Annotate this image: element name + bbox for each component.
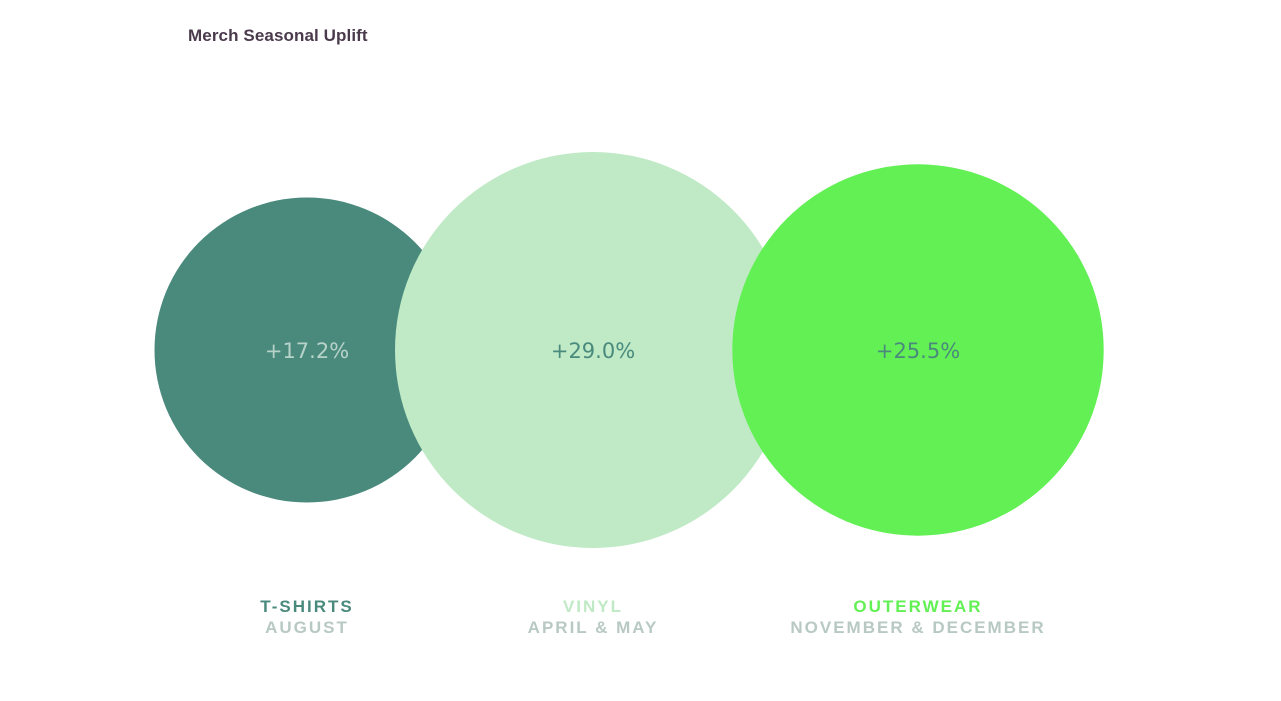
category-label: VINYL <box>563 597 623 616</box>
category-label: OUTERWEAR <box>853 597 982 616</box>
bubble-value-label: +17.2% <box>265 339 349 363</box>
category-labels-layer: T-SHIRTS AUGUST VINYL APRIL & MAY OUTERWEAR N… <box>260 597 1045 637</box>
period-label: APRIL & MAY <box>528 618 659 637</box>
category-label: T-SHIRTS <box>260 597 353 616</box>
bubble-t-shirts <box>154 197 460 503</box>
bubble-value-label: +25.5% <box>876 339 960 363</box>
period-label: NOVEMBER & DECEMBER <box>790 618 1045 637</box>
period-label: AUGUST <box>265 618 349 637</box>
bubble-vinyl <box>395 152 791 548</box>
bubbles-layer <box>154 152 1104 548</box>
bubble-value-label: +29.0% <box>551 339 635 363</box>
chart-title: Merch Seasonal Uplift <box>188 26 368 45</box>
bubble-values-layer: +17.2% +29.0% +25.5% <box>265 339 960 363</box>
bubble-outerwear <box>732 164 1104 536</box>
